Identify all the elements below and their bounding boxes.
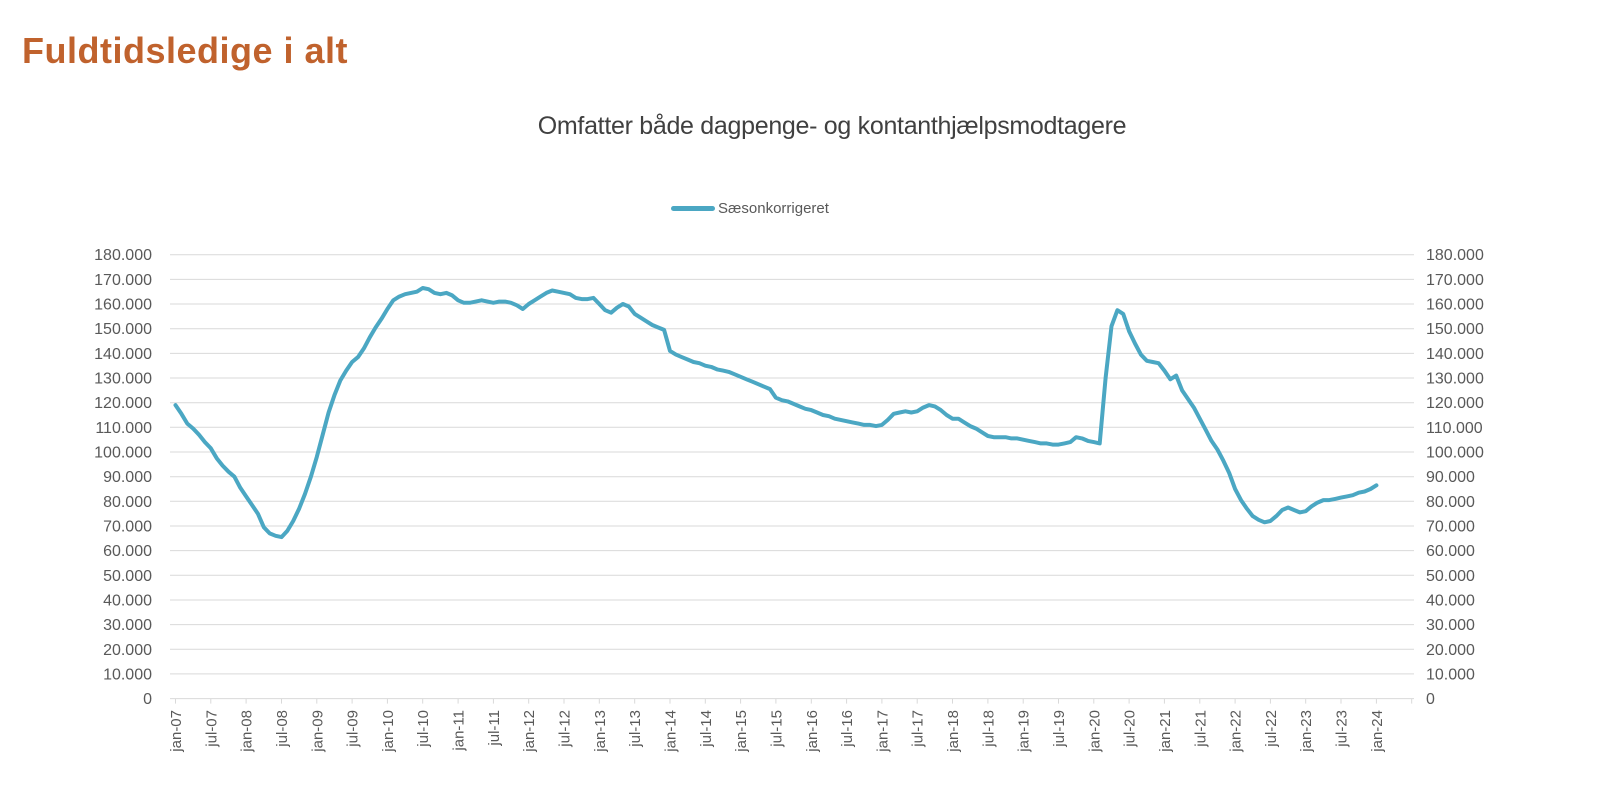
y-axis-label-right: 120.000 <box>1426 395 1484 412</box>
y-axis-label-right: 20.000 <box>1426 642 1475 659</box>
x-axis-label: jan-10 <box>380 710 397 753</box>
legend-label: Sæsonkorrigeret <box>718 199 829 217</box>
y-axis-label-left: 70.000 <box>103 519 152 536</box>
x-axis-label: jul-09 <box>345 710 362 748</box>
x-axis-label: jul-22 <box>1263 710 1280 748</box>
x-axis-label: jul-11 <box>486 710 503 747</box>
x-axis-label: jan-22 <box>1228 710 1245 753</box>
legend: Sæsonkorrigeret <box>250 197 1250 219</box>
legend-line-swatch <box>671 205 716 211</box>
y-axis-label-left: 60.000 <box>103 543 152 560</box>
y-axis-label-right: 110.000 <box>1426 420 1483 437</box>
y-axis-label-left: 130.000 <box>94 371 152 388</box>
x-axis-label: jul-14 <box>698 710 715 748</box>
y-axis-label-left: 140.000 <box>94 346 152 363</box>
x-axis-label: jan-24 <box>1369 710 1386 753</box>
y-axis-label-right: 10.000 <box>1426 666 1475 683</box>
y-axis-label-left: 100.000 <box>94 445 152 462</box>
y-axis-label-left: 80.000 <box>103 494 152 511</box>
y-axis-label-right: 90.000 <box>1426 469 1475 486</box>
x-axis-label: jan-23 <box>1298 710 1315 753</box>
y-axis-label-left: 110.000 <box>95 420 152 437</box>
page-title: Fuldtidsledige i alt <box>22 30 349 71</box>
x-axis-label: jul-12 <box>557 710 574 748</box>
x-axis-label: jul-21 <box>1192 710 1209 748</box>
x-axis-label: jul-18 <box>980 710 997 748</box>
chart-title: Omfatter både dagpenge- og kontanthjælps… <box>537 112 1127 140</box>
y-axis-label-left: 180.000 <box>94 247 152 264</box>
x-axis-label: jul-08 <box>274 710 291 748</box>
x-axis-label: jul-10 <box>415 710 432 748</box>
y-axis-label-left: 30.000 <box>103 617 152 634</box>
y-axis-label-right: 50.000 <box>1426 568 1475 585</box>
x-axis-label: jan-21 <box>1157 710 1174 753</box>
y-axis-label-left: 50.000 <box>103 568 152 585</box>
y-axis-label-left: 20.000 <box>103 642 152 659</box>
x-axis-label: jan-18 <box>945 710 962 753</box>
y-axis-label-right: 70.000 <box>1426 519 1475 536</box>
y-axis-label-left: 170.000 <box>94 272 152 289</box>
x-axis-label: jul-15 <box>768 710 785 748</box>
x-axis-label: jan-19 <box>1016 710 1033 753</box>
x-axis-label: jan-16 <box>804 710 821 753</box>
x-axis-label: jul-13 <box>627 710 644 748</box>
x-axis-label: jul-16 <box>839 710 856 748</box>
y-axis-label-right: 80.000 <box>1426 494 1475 511</box>
y-axis-label-left: 160.000 <box>94 297 152 314</box>
x-axis-label: jul-19 <box>1051 710 1068 748</box>
x-axis-label: jan-20 <box>1086 710 1103 753</box>
y-axis-label-right: 130.000 <box>1426 371 1484 388</box>
y-axis-label-right: 140.000 <box>1426 346 1484 363</box>
y-axis-label-left: 90.000 <box>103 469 152 486</box>
y-axis-label-right: 40.000 <box>1426 593 1475 610</box>
y-axis-label-right: 180.000 <box>1426 247 1484 264</box>
x-axis-label: jan-09 <box>309 710 326 753</box>
y-axis-label-right: 150.000 <box>1426 321 1484 338</box>
y-axis-label-right: 60.000 <box>1426 543 1475 560</box>
y-axis-label-right: 100.000 <box>1426 445 1484 462</box>
x-axis-label: jul-17 <box>910 710 927 748</box>
y-axis-label-left: 120.000 <box>94 395 152 412</box>
x-axis-label: jan-15 <box>733 710 750 753</box>
y-axis-label-left: 0 <box>143 691 152 708</box>
y-axis-label-right: 0 <box>1426 691 1435 708</box>
series-line-sæsonkorrigeret <box>173 286 1379 540</box>
x-axis-label: jan-14 <box>663 710 680 753</box>
y-axis-label-right: 160.000 <box>1426 297 1484 314</box>
y-axis-label-right: 170.000 <box>1426 272 1484 289</box>
x-axis-label: jan-12 <box>521 710 538 753</box>
y-axis-label-left: 10.000 <box>103 666 152 683</box>
x-axis-label: jul-23 <box>1334 710 1351 748</box>
x-axis-label: jan-17 <box>874 710 891 753</box>
x-axis-label: jan-11 <box>451 710 468 752</box>
x-axis-label: jan-13 <box>592 710 609 753</box>
x-axis-label: jan-07 <box>168 710 185 753</box>
y-axis-label-left: 40.000 <box>103 593 152 610</box>
x-axis-label: jan-08 <box>239 710 256 753</box>
x-axis-label: jul-20 <box>1122 710 1139 748</box>
y-axis-label-left: 150.000 <box>94 321 152 338</box>
y-axis-label-right: 30.000 <box>1426 617 1475 634</box>
x-axis-label: jul-07 <box>203 710 220 748</box>
